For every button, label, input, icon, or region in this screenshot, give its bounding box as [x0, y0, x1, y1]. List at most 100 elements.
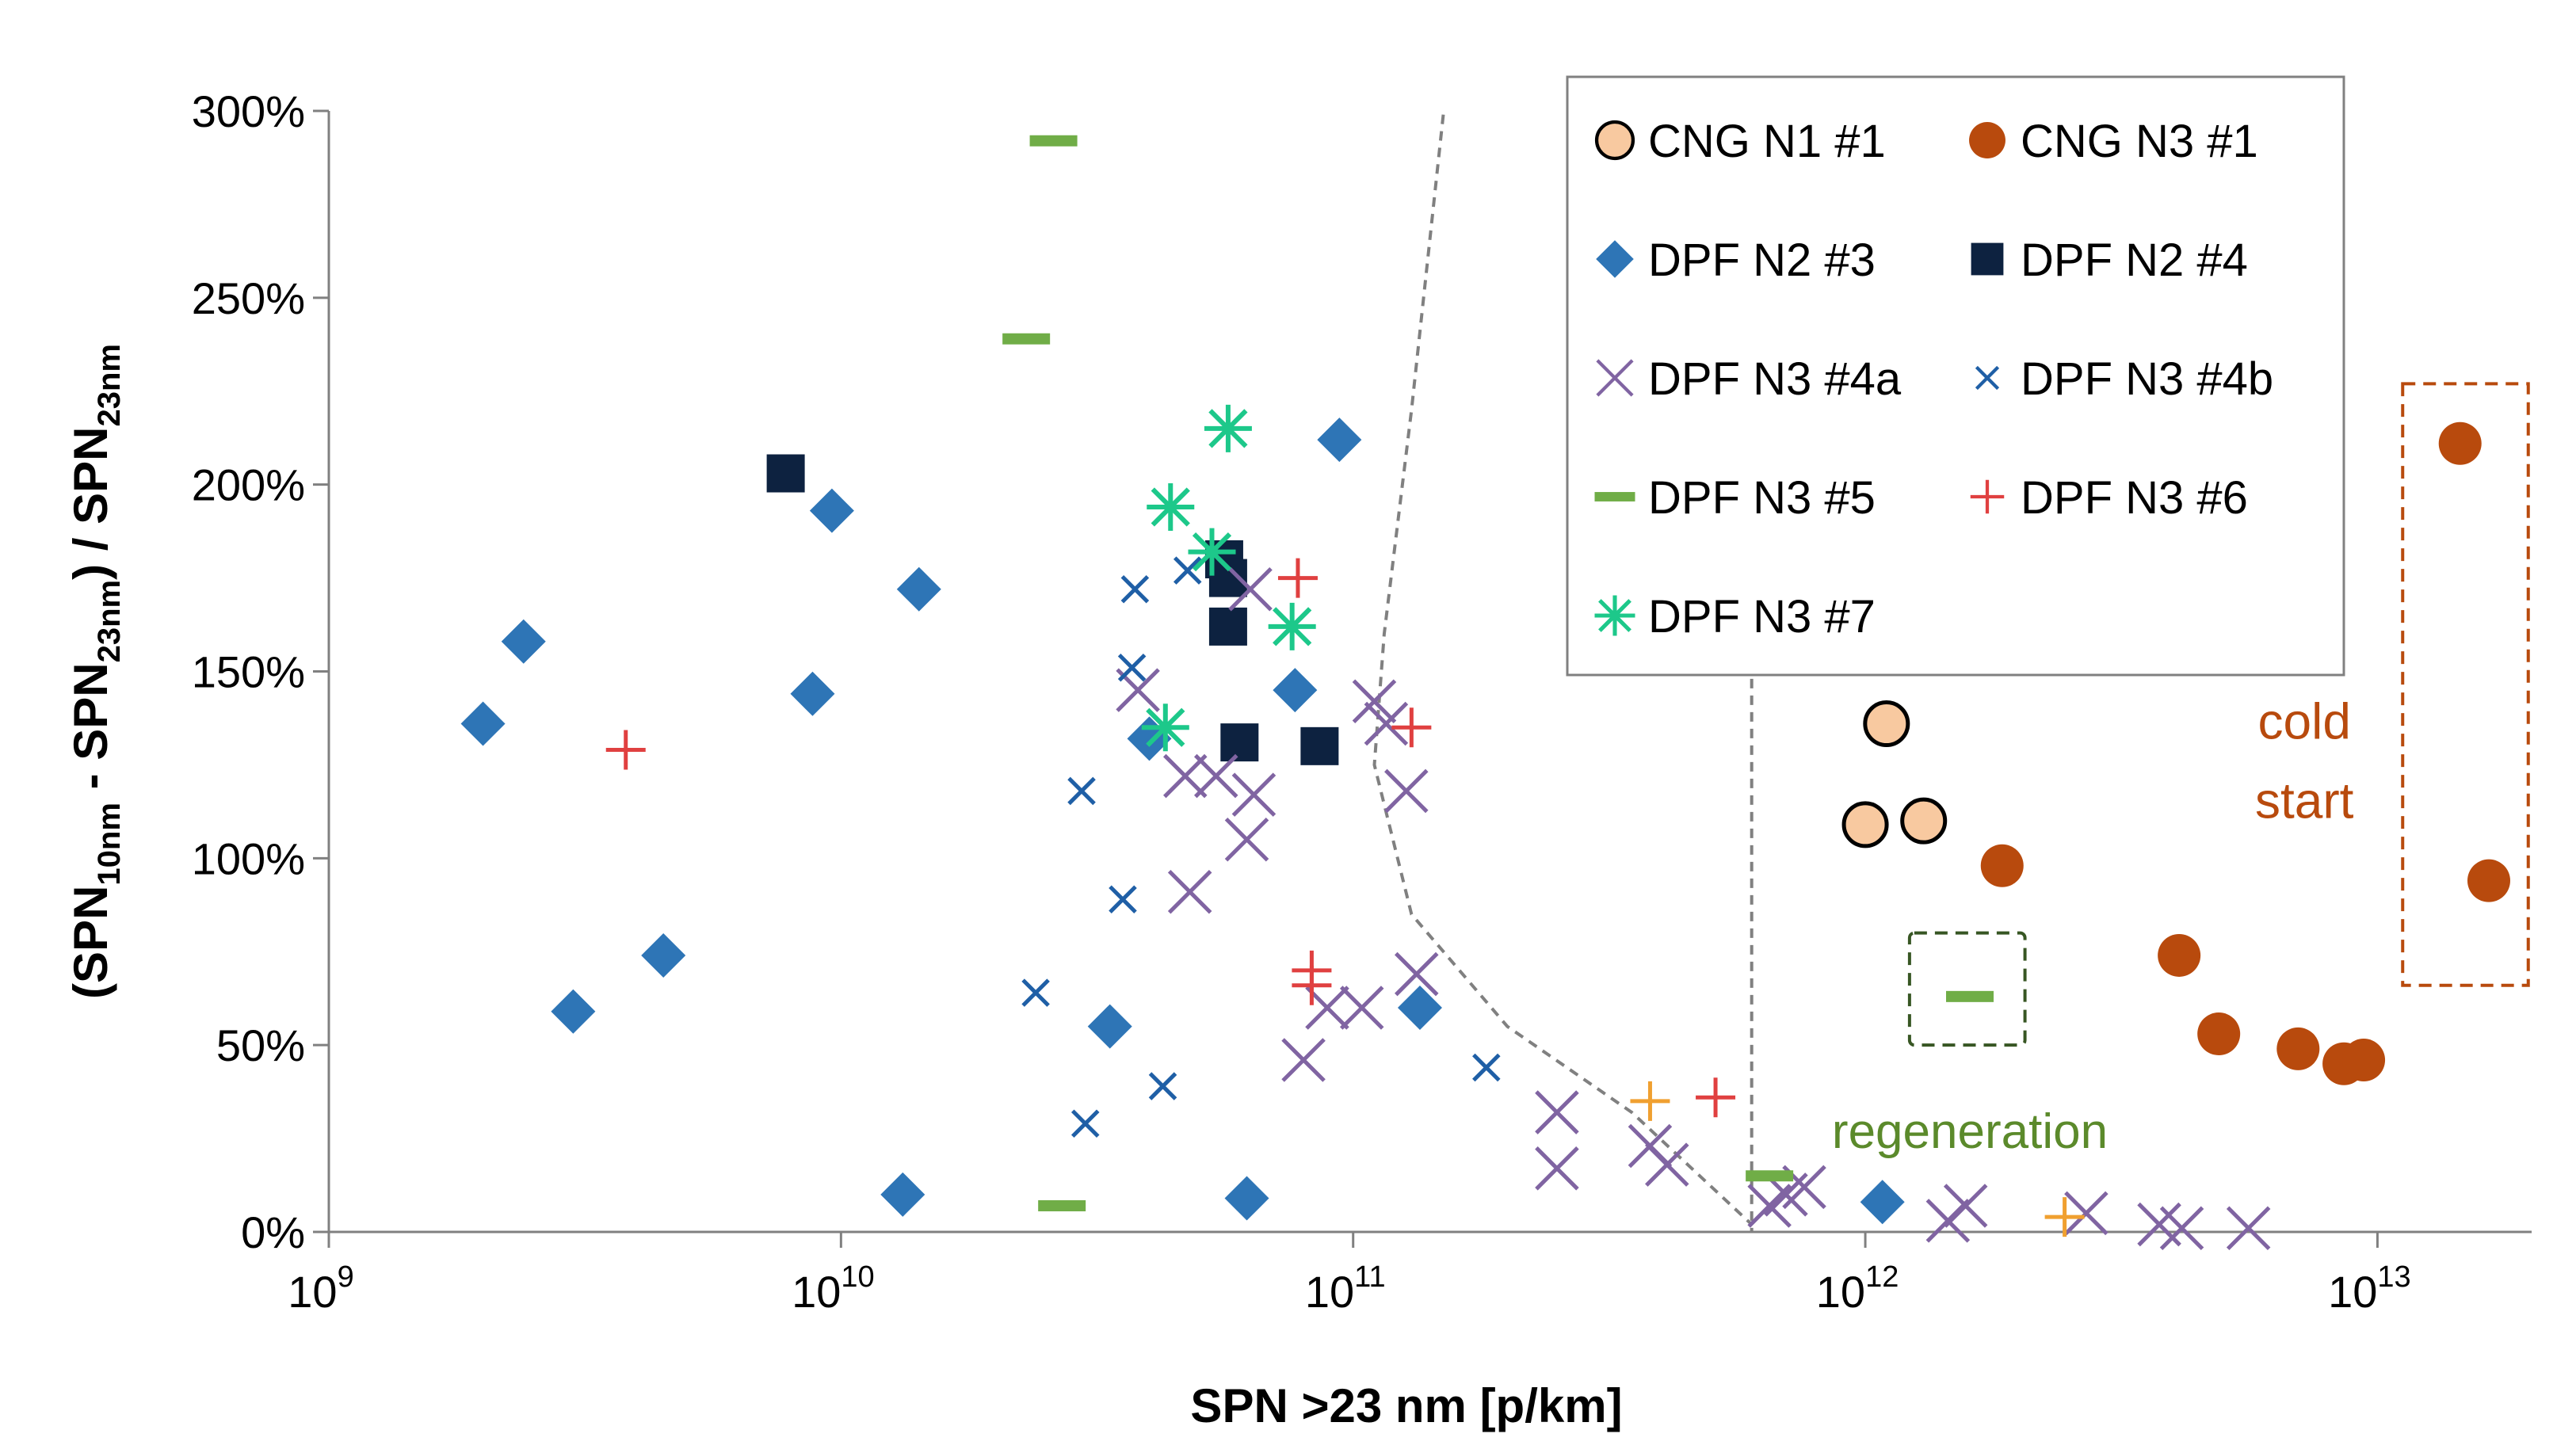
data-point-shape: [2342, 1039, 2386, 1082]
legend-label: CNG N3 #1: [2021, 116, 2258, 167]
y-tick-label: 100%: [192, 833, 305, 883]
data-point: [2044, 1197, 2085, 1237]
data-point-shape: [1535, 1146, 1579, 1191]
data-point: [1352, 679, 1397, 724]
series-7: [1002, 135, 1994, 1211]
legend-marker: [1594, 120, 1635, 161]
data-point: [2197, 1012, 2241, 1056]
legend-marker-shape: [1594, 595, 1635, 636]
data-point: [1173, 556, 1202, 585]
data-point: [1696, 1077, 1736, 1118]
data-point: [2342, 1039, 2386, 1082]
data-point-shape: [1029, 135, 1078, 147]
y-tick-label: 200%: [192, 460, 305, 510]
data-point-shape: [2276, 1027, 2320, 1070]
data-point-shape: [1070, 1109, 1100, 1138]
legend-item: DPF N3 #4a: [1596, 353, 1902, 405]
data-point-shape: [605, 730, 646, 770]
cold-start-label-2: start: [2255, 772, 2354, 829]
data-point-shape: [766, 454, 805, 493]
legend-label: DPF N2 #4: [2021, 235, 2248, 286]
data-point: [551, 989, 596, 1034]
data-point: [1117, 654, 1147, 682]
series-4: [766, 454, 1339, 765]
legend-marker-shape: [1971, 242, 2004, 276]
y-tick-label: 300%: [192, 86, 305, 136]
x-axis-label: SPN >23 nm [p/km]: [1190, 1379, 1622, 1432]
data-point-shape: [1224, 817, 1269, 862]
regeneration-box: [1907, 931, 2027, 1047]
data-point: [1630, 1081, 1670, 1121]
legend-item: CNG N3 #1: [1969, 116, 2258, 167]
data-point: [1002, 333, 1051, 345]
data-point-shape: [2159, 1206, 2204, 1251]
data-point: [1384, 768, 1429, 814]
data-point: [1167, 870, 1212, 914]
legend-item: DPF N3 #6: [1970, 472, 2248, 524]
data-point: [1292, 965, 1332, 1005]
data-point: [1980, 844, 2024, 887]
data-point-shape: [641, 932, 686, 978]
data-point: [790, 671, 835, 716]
data-point: [1364, 701, 1409, 746]
data-point-shape: [1268, 602, 1316, 650]
data-point: [1472, 1053, 1501, 1082]
data-point-shape: [896, 566, 941, 612]
data-point: [1188, 528, 1236, 576]
legend-item: DPF N3 #5: [1594, 472, 1876, 524]
data-point: [1067, 776, 1096, 806]
data-point-shape: [1292, 965, 1332, 1005]
cold-start-box: [2401, 382, 2530, 987]
data-point: [1087, 1004, 1132, 1049]
data-point: [605, 730, 646, 770]
legend-marker: [1596, 240, 1634, 278]
data-point: [1268, 602, 1316, 650]
legend-label: DPF N3 #4a: [1648, 353, 1902, 405]
data-point: [641, 932, 686, 978]
data-point-shape: [1141, 704, 1189, 752]
data-point-shape: [2158, 933, 2201, 977]
data-point-shape: [2438, 421, 2482, 465]
legend-marker: [1969, 122, 2005, 158]
data-point-shape: [1863, 700, 1910, 748]
data-point-shape: [1339, 986, 1384, 1030]
data-point: [2276, 1027, 2320, 1070]
data-point: [2064, 1191, 2109, 1236]
reference-lines: [1372, 114, 1754, 1232]
legend-marker-shape: [1594, 492, 1635, 501]
data-point: [1109, 885, 1137, 913]
data-point: [460, 701, 506, 746]
data-point-shape: [1860, 1180, 1905, 1225]
data-point: [1231, 772, 1277, 817]
data-point: [1147, 482, 1195, 531]
legend-label: DPF N3 #4b: [2021, 353, 2273, 405]
data-point: [809, 488, 854, 533]
data-point: [1070, 1109, 1100, 1138]
data-point-shape: [1946, 990, 1994, 1002]
data-points: [460, 135, 2510, 1251]
data-point-shape: [1067, 776, 1096, 806]
data-point-shape: [809, 488, 854, 533]
x-tick-label: 109: [288, 1260, 353, 1317]
data-point: [1208, 607, 1247, 646]
data-point-shape: [1163, 753, 1208, 799]
data-point-shape: [1397, 986, 1442, 1030]
legend-item: DPF N2 #3: [1596, 235, 1876, 286]
data-point: [2158, 933, 2201, 977]
legend-item: DPF N3 #7: [1594, 591, 1876, 643]
y-tick-label: 150%: [192, 647, 305, 697]
data-point-shape: [2064, 1191, 2109, 1236]
data-point-shape: [1148, 1072, 1177, 1100]
legend-label: DPF N3 #5: [1648, 472, 1876, 524]
data-point-shape: [2197, 1012, 2241, 1056]
data-point-shape: [1391, 707, 1432, 748]
series-9: [1630, 1081, 2085, 1237]
data-point-shape: [2226, 1206, 2271, 1251]
data-point: [1029, 135, 1078, 147]
data-point: [1038, 1199, 1086, 1211]
legend-label: DPF N3 #6: [2021, 472, 2248, 524]
data-point-shape: [1746, 1170, 1794, 1182]
legend-item: DPF N3 #4b: [1975, 353, 2273, 405]
legend-marker-shape: [1596, 359, 1634, 397]
